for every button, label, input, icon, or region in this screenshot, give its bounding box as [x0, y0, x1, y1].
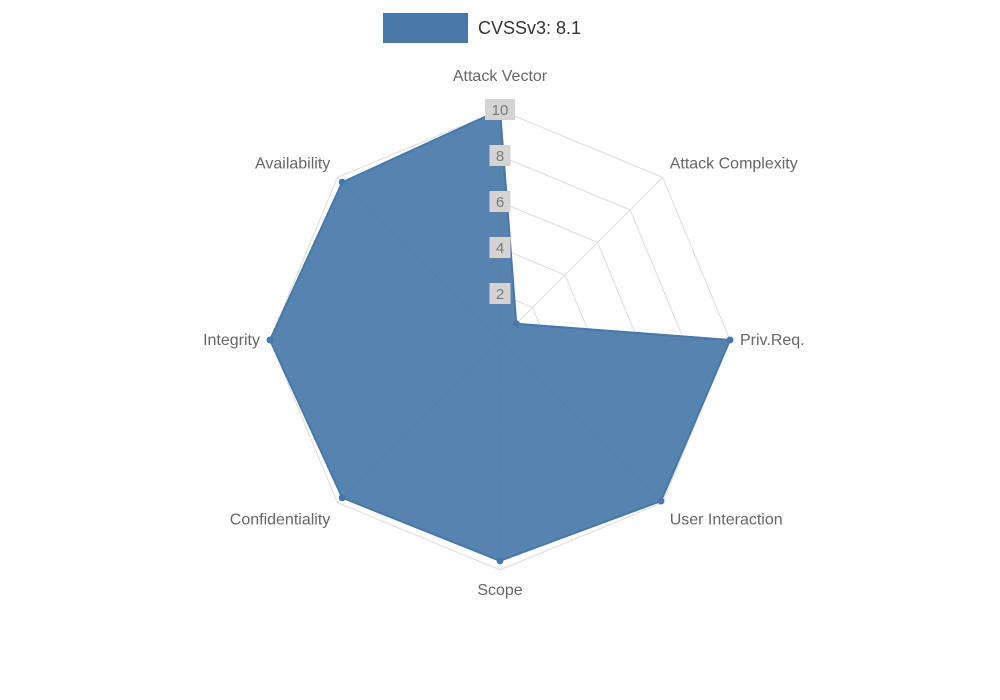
tick-backdrop — [489, 283, 511, 304]
axis-label-confidentiality: Confidentiality — [230, 512, 331, 529]
legend-swatch — [383, 13, 468, 43]
axis-label-availability: Availability — [255, 155, 330, 172]
tick-label: 2 — [496, 286, 504, 303]
axis-label-integrity: Integrity — [203, 332, 260, 349]
data-point — [338, 178, 346, 186]
tick-backdrop — [489, 191, 511, 212]
tick-label: 8 — [496, 148, 504, 165]
data-point — [338, 494, 346, 502]
data-point — [496, 557, 504, 565]
data-polygon — [269, 109, 731, 562]
axis-line — [499, 177, 663, 341]
tick-label: 6 — [496, 194, 504, 211]
axis-label-user-interaction: User Interaction — [670, 512, 783, 529]
data-point — [266, 336, 274, 344]
axis-label-attack-vector: Attack Vector — [453, 68, 548, 85]
tick-backdrop — [485, 99, 515, 120]
axis-label-priv-req-: Priv.Req. — [740, 332, 805, 349]
data-point — [512, 320, 520, 328]
data-point — [657, 497, 665, 505]
tick-label: 4 — [496, 240, 504, 257]
tick-label: 10 — [492, 102, 509, 119]
chart-legend[interactable]: CVSSv3: 8.1 — [383, 13, 581, 43]
data-point — [726, 336, 734, 344]
axis-label-scope: Scope — [477, 582, 522, 599]
axis-label-attack-complexity: Attack Complexity — [670, 155, 798, 172]
legend-label: CVSSv3: 8.1 — [478, 18, 582, 38]
tick-backdrop — [489, 237, 511, 258]
tick-backdrop — [489, 145, 511, 166]
